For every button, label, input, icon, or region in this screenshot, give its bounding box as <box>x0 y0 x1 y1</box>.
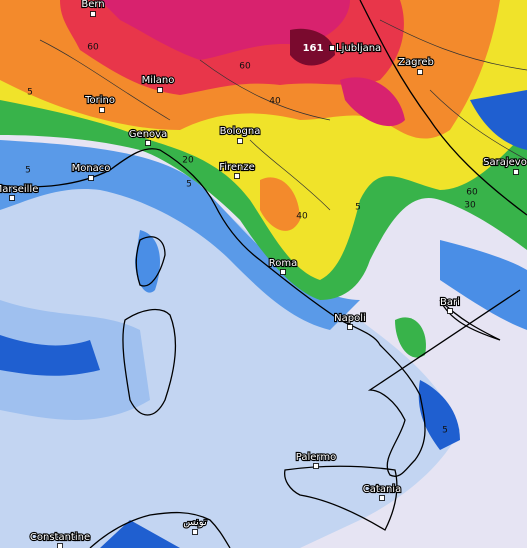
city-dot <box>145 140 151 146</box>
contour-label: 60 <box>87 43 99 53</box>
city-label: تونس <box>183 517 207 528</box>
city-dot <box>447 308 453 314</box>
city-label: Catania <box>363 484 401 495</box>
coastline <box>89 511 231 548</box>
contour-label: 5 <box>186 180 192 190</box>
city-label: Bari <box>440 297 460 308</box>
city-label: Genova <box>129 129 167 140</box>
city-label: Torino <box>84 95 115 106</box>
precip-dark-blue <box>470 90 527 150</box>
contour-label: 60 <box>239 62 251 72</box>
contour-label: 5 <box>27 88 33 98</box>
city-dot <box>347 324 353 330</box>
precip-mid-blue <box>440 240 527 330</box>
city-label: Palermo <box>296 452 336 463</box>
precip-dark-blue <box>0 335 460 548</box>
city-label: Sarajevo <box>483 157 527 168</box>
city-label: Monaco <box>72 163 111 174</box>
city-dot <box>157 87 163 93</box>
contour-label: 5 <box>442 426 448 436</box>
precip-light-blue <box>0 140 460 548</box>
city-dot <box>379 495 385 501</box>
city-dot <box>88 175 94 181</box>
city-dot <box>90 11 96 17</box>
coastline <box>359 0 527 216</box>
contour-label: 40 <box>296 212 308 222</box>
border <box>39 19 527 211</box>
city-label: Zagreb <box>398 57 434 68</box>
precip-max <box>290 28 335 66</box>
city-label: Ljubljana <box>336 43 381 54</box>
precip-magenta <box>100 0 405 127</box>
coastline <box>135 236 166 287</box>
precip-mid-blue <box>0 140 360 330</box>
city-label: Bern <box>81 0 104 10</box>
city-dot <box>513 169 519 175</box>
contour-label: 30 <box>464 201 476 211</box>
coastline <box>0 148 521 477</box>
city-dot <box>99 107 105 113</box>
city-dot <box>234 173 240 179</box>
contour-label: 60 <box>466 188 478 198</box>
city-label: Firenze <box>219 162 255 173</box>
city-label: Milano <box>142 75 175 86</box>
contour-label: 20 <box>182 156 194 166</box>
contour-label: 5 <box>25 166 31 176</box>
city-dot <box>313 463 319 469</box>
city-label: Napoli <box>334 313 366 324</box>
city-dot <box>280 269 286 275</box>
coastline <box>122 308 177 416</box>
precip-green <box>395 317 426 358</box>
contour-label: 5 <box>355 203 361 213</box>
city-label: Marseille <box>0 184 38 195</box>
city-dot <box>57 543 63 548</box>
max-marker: 161 <box>303 43 324 54</box>
city-label: Constantine <box>30 532 90 543</box>
contour-label: 40 <box>269 97 281 107</box>
city-label: Bologna <box>220 126 261 137</box>
coastline <box>284 465 398 531</box>
city-dot <box>192 529 198 535</box>
city-label: Roma <box>269 258 298 269</box>
precip-mid-blue <box>135 230 160 293</box>
city-dot <box>237 138 243 144</box>
city-dot <box>329 45 335 51</box>
city-dot <box>417 69 423 75</box>
city-dot <box>9 195 15 201</box>
